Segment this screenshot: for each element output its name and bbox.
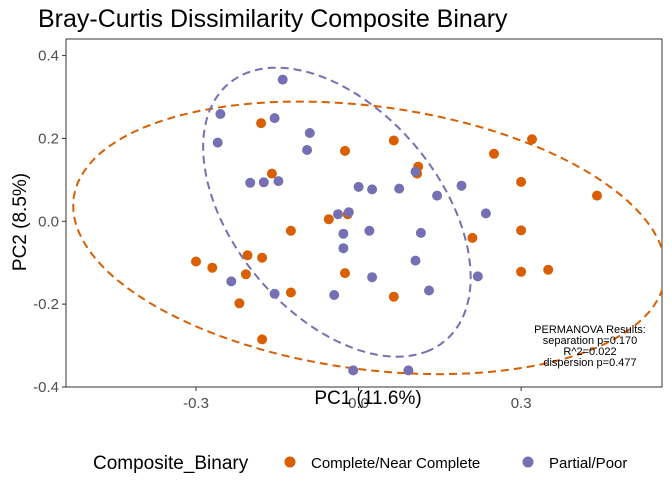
y-tick-label: -0.4 (33, 379, 59, 396)
legend-entry: Complete/Near Complete (311, 455, 480, 472)
data-point-complete (234, 298, 245, 309)
data-point-complete (388, 135, 399, 146)
data-point-partial (215, 109, 226, 119)
data-point-partial (410, 166, 421, 177)
chart-title: Bray-Curtis Dissimilarity Composite Bina… (38, 5, 508, 33)
data-point-complete (256, 118, 267, 129)
data-point-complete (242, 250, 253, 261)
data-point-partial (424, 285, 434, 296)
data-point-complete (207, 262, 218, 273)
data-point-complete (516, 225, 527, 236)
data-point-complete (592, 190, 602, 201)
data-point-partial (269, 288, 280, 299)
data-point-complete (257, 334, 268, 345)
y-tick-label: 0.0 (38, 213, 59, 230)
data-point-partial (410, 255, 421, 266)
annotation-line: dispersion p=0.477 (543, 357, 636, 369)
data-point-complete (489, 148, 499, 159)
data-point-partial (456, 180, 467, 191)
y-tick-label: -0.2 (33, 296, 59, 313)
data-point-partial (245, 177, 256, 188)
data-point-partial (333, 209, 343, 220)
data-point-partial (403, 365, 414, 376)
y-tick-label: 0.2 (38, 130, 59, 147)
data-point-partial (415, 227, 426, 238)
data-point-partial (432, 190, 443, 201)
legend-entry: Partial/Poor (549, 455, 627, 472)
data-point-complete (467, 232, 478, 243)
data-point-partial (269, 113, 280, 124)
legend: Composite_Binary Complete/Near Complete Pa… (93, 453, 627, 474)
legend-title: Composite_Binary (93, 453, 249, 474)
data-point-complete (340, 145, 350, 156)
data-point-partial (212, 137, 223, 148)
data-point-partial (472, 271, 483, 282)
data-point-partial (258, 177, 269, 188)
data-point-complete (285, 287, 296, 298)
data-point-partial (367, 184, 378, 195)
data-point-partial (273, 176, 284, 187)
data-point-complete (388, 291, 399, 302)
data-point-partial (302, 145, 313, 155)
data-point-complete (257, 252, 268, 263)
data-point-partial (277, 74, 288, 85)
data-point-partial (226, 276, 237, 287)
y-tick-label: 0.4 (38, 48, 59, 65)
data-point-complete (516, 266, 527, 277)
data-point-complete (527, 134, 537, 145)
data-point-complete (191, 256, 201, 267)
confidence-ellipse-partial (202, 66, 472, 358)
data-point-partial (367, 272, 378, 283)
annotation-line: PERMANOVA Results: (534, 324, 646, 336)
y-axis-title: PC2 (8.5%) (10, 173, 31, 271)
data-point-partial (338, 243, 349, 254)
x-tick-label: 0.0 (348, 395, 369, 412)
plot-area (65, 38, 663, 388)
data-point-complete (323, 214, 334, 225)
data-point-complete (285, 225, 296, 236)
data-point-complete (340, 268, 350, 279)
data-point-partial (394, 183, 405, 194)
data-point-complete (543, 264, 554, 275)
data-point-partial (343, 207, 354, 218)
data-point-partial (304, 128, 315, 138)
x-axis-title: PC1 (11.6%) (314, 388, 421, 409)
data-point-partial (329, 290, 340, 300)
legend-swatch (522, 456, 534, 468)
permanova-annotation: PERMANOVA Results:separation p=0.170R^2=… (534, 324, 646, 369)
data-point-complete (516, 176, 527, 187)
data-point-partial (364, 225, 375, 236)
panel-border (65, 38, 663, 388)
data-point-partial (480, 208, 491, 219)
legend-swatch (284, 456, 296, 468)
data-point-complete (266, 168, 277, 179)
data-point-complete (240, 269, 251, 280)
data-point-partial (338, 228, 349, 239)
x-tick-label: -0.3 (183, 395, 209, 412)
axes: -0.3 0.0 0.3 -0.4 -0.2 0.0 0.2 0.4 (33, 48, 531, 412)
data-point-partial (348, 365, 359, 376)
annotation-line: R^2=0.022 (563, 346, 616, 358)
annotation-line: separation p=0.170 (543, 335, 638, 347)
x-tick-label: 0.3 (511, 395, 532, 412)
data-point-partial (353, 181, 364, 192)
